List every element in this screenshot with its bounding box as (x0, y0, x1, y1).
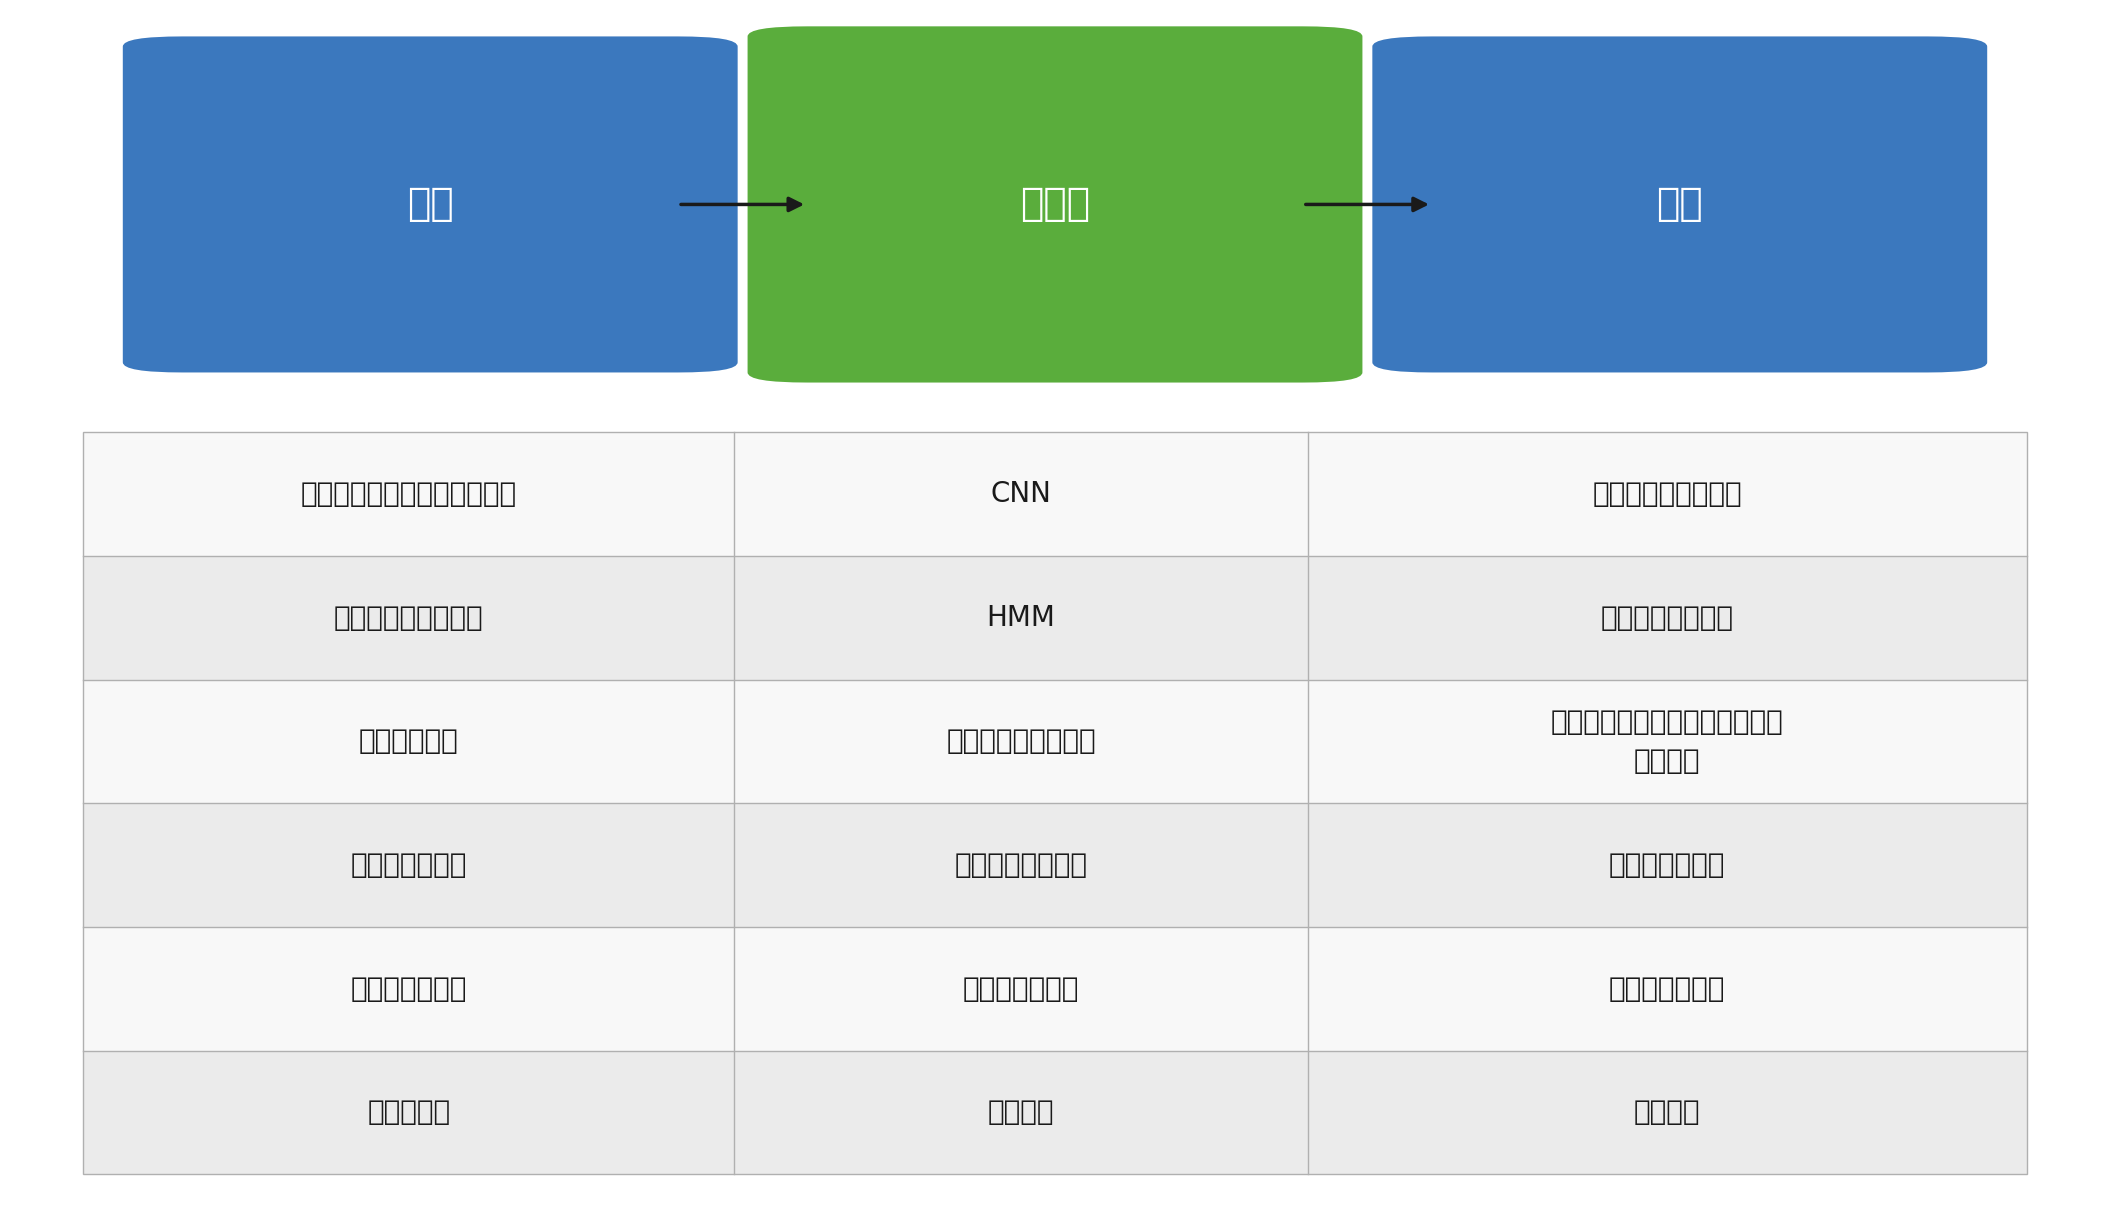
Text: 画像の中の車の位置: 画像の中の車の位置 (1593, 480, 1743, 509)
Bar (82, 927, 2028, 1050)
Text: クラスタリング: クラスタリング (962, 975, 1078, 1003)
FancyBboxPatch shape (122, 36, 738, 373)
Text: 出力: 出力 (1656, 186, 1703, 223)
Text: 囲棋の盤面: 囲棋の盤面 (367, 1099, 449, 1127)
Text: 音声を文字起こし: 音声を文字起こし (1601, 603, 1734, 631)
Bar (82, 1050, 2028, 1174)
Text: 入力: 入力 (407, 186, 454, 223)
Text: マーコブチェーン: マーコブチェーン (954, 851, 1087, 879)
Text: モデル: モデル (1019, 186, 1091, 223)
Text: 次の一手: 次の一手 (1633, 1099, 1701, 1127)
Bar (82, 680, 2028, 804)
Text: その家がいくらで売れるかとい
う予測値: その家がいくらで売れるかとい う予測値 (1551, 708, 1783, 775)
Text: 明日の天気予報: 明日の天気予報 (1610, 851, 1726, 879)
Text: ランダムフォレスト: ランダムフォレスト (945, 727, 1095, 755)
Text: 運転手の視点から撮った写真: 運転手の視点から撮った写真 (300, 480, 517, 509)
Text: 家の属性情報: 家の属性情報 (359, 727, 458, 755)
Bar (82, 432, 2028, 556)
Text: 顔客の属性情報: 顔客の属性情報 (350, 975, 466, 1003)
FancyBboxPatch shape (747, 27, 1363, 382)
Bar (82, 804, 2028, 927)
Text: 今日までの天気: 今日までの天気 (350, 851, 466, 879)
Text: HMM: HMM (987, 603, 1055, 631)
Bar (82, 556, 2028, 680)
Text: 顔客セグメント: 顔客セグメント (1610, 975, 1726, 1003)
Text: CNN: CNN (990, 480, 1051, 509)
Text: 人が話している音声: 人が話している音声 (333, 603, 483, 631)
FancyBboxPatch shape (1372, 36, 1988, 373)
Text: 強化学習: 強化学習 (987, 1099, 1055, 1127)
